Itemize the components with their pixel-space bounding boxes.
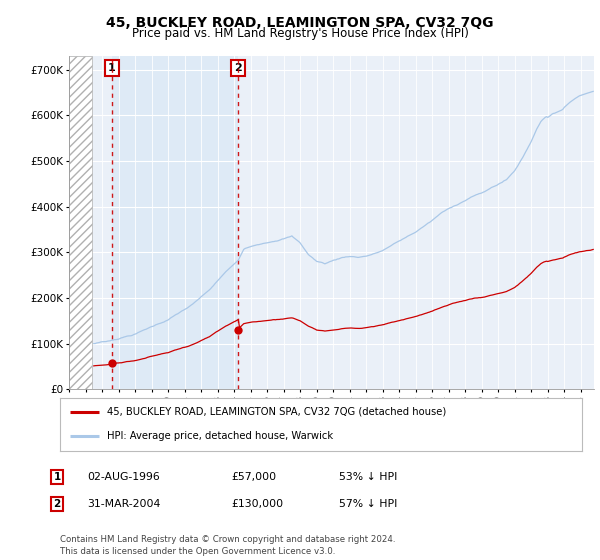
Text: Contains HM Land Registry data © Crown copyright and database right 2024.
This d: Contains HM Land Registry data © Crown c… <box>60 535 395 556</box>
Text: £57,000: £57,000 <box>231 472 276 482</box>
Text: 2: 2 <box>53 499 61 509</box>
Text: 1: 1 <box>108 63 115 73</box>
Text: 53% ↓ HPI: 53% ↓ HPI <box>339 472 397 482</box>
Text: 2: 2 <box>235 63 242 73</box>
Bar <box>112 56 238 389</box>
Text: 1: 1 <box>53 472 61 482</box>
Text: HPI: Average price, detached house, Warwick: HPI: Average price, detached house, Warw… <box>107 431 333 441</box>
Text: Price paid vs. HM Land Registry's House Price Index (HPI): Price paid vs. HM Land Registry's House … <box>131 27 469 40</box>
Bar <box>69 56 92 389</box>
Text: 45, BUCKLEY ROAD, LEAMINGTON SPA, CV32 7QG (detached house): 45, BUCKLEY ROAD, LEAMINGTON SPA, CV32 7… <box>107 407 446 417</box>
Text: 57% ↓ HPI: 57% ↓ HPI <box>339 499 397 509</box>
Text: 45, BUCKLEY ROAD, LEAMINGTON SPA, CV32 7QG: 45, BUCKLEY ROAD, LEAMINGTON SPA, CV32 7… <box>106 16 494 30</box>
Text: 31-MAR-2004: 31-MAR-2004 <box>87 499 160 509</box>
Text: £130,000: £130,000 <box>231 499 283 509</box>
Text: 02-AUG-1996: 02-AUG-1996 <box>87 472 160 482</box>
